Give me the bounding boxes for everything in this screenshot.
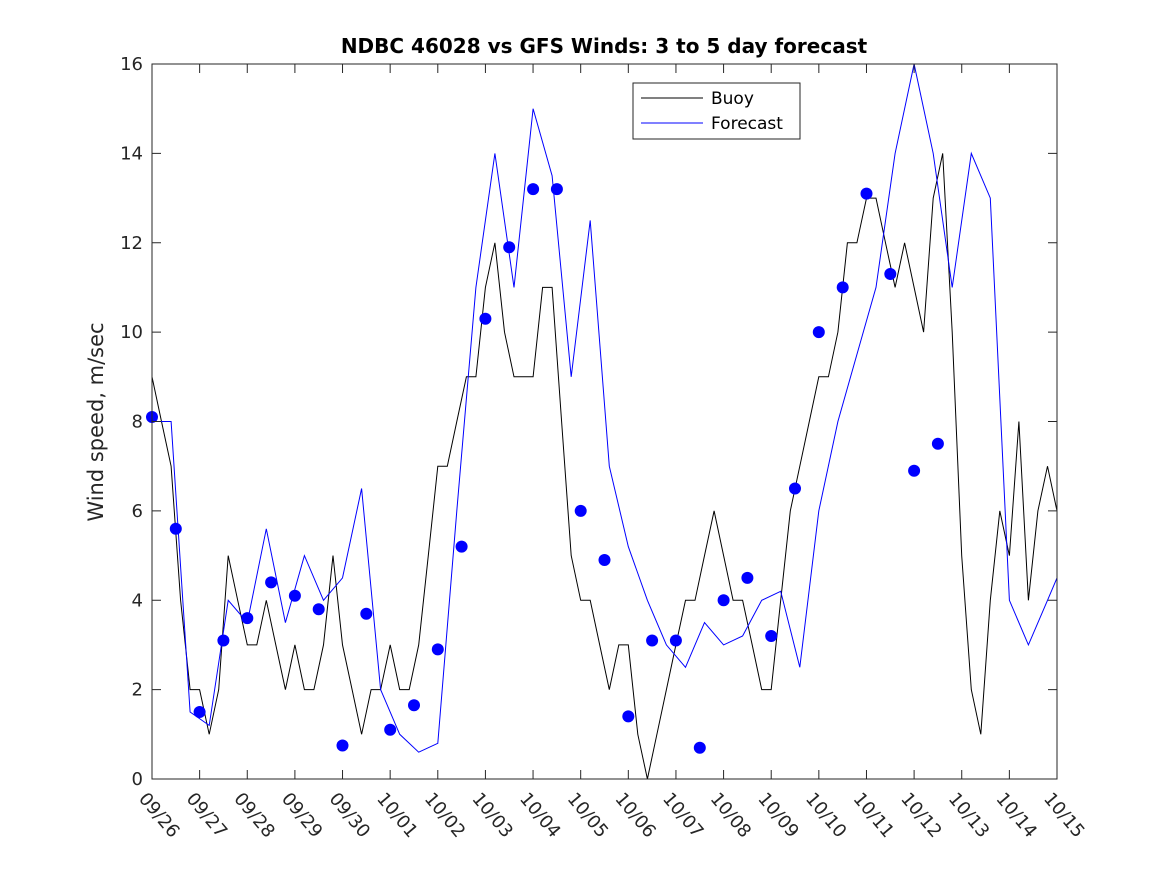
- forecast-point: [812, 326, 825, 339]
- y-tick-label: 4: [132, 590, 143, 611]
- legend: Buoy Forecast: [632, 82, 801, 140]
- y-tick-label: 10: [120, 322, 143, 343]
- forecast-point: [550, 183, 563, 196]
- legend-box: [632, 82, 801, 140]
- forecast-point: [789, 482, 801, 495]
- forecast-point: [288, 589, 301, 602]
- forecast-point: [765, 630, 778, 642]
- forecast-point: [193, 706, 206, 718]
- forecast-point: [836, 281, 849, 294]
- forecast-point: [241, 612, 254, 625]
- plot-area: [146, 63, 1058, 780]
- forecast-point: [646, 634, 659, 647]
- y-axis-label: Wind speed, m/sec: [84, 322, 108, 521]
- forecast-point: [622, 710, 635, 723]
- forecast-point: [503, 241, 516, 254]
- legend-forecast-label: Forecast: [711, 114, 783, 134]
- forecast-point: [669, 634, 682, 647]
- forecast-point: [527, 183, 540, 196]
- series-line-buoy: [151, 153, 1058, 780]
- forecast-point: [479, 312, 492, 325]
- forecast-point: [431, 643, 444, 656]
- forecast-point: [384, 723, 397, 736]
- forecast-point: [312, 603, 325, 616]
- forecast-point: [169, 522, 182, 535]
- forecast-point: [455, 540, 468, 553]
- forecast-point: [265, 576, 278, 589]
- chart-title: NDBC 46028 vs GFS Winds: 3 to 5 day fore…: [341, 34, 868, 58]
- forecast-point: [860, 187, 873, 200]
- forecast-point: [574, 504, 587, 517]
- forecast-point: [217, 634, 230, 647]
- y-tick-label: 2: [132, 680, 143, 701]
- forecast-point: [908, 464, 921, 477]
- y-tick-label: 8: [132, 412, 143, 433]
- forecast-point: [360, 607, 373, 620]
- forecast-point: [693, 741, 706, 754]
- y-tick-label: 0: [132, 769, 143, 790]
- y-tick-label: 6: [132, 501, 143, 522]
- forecast-point: [717, 594, 730, 607]
- forecast-point: [336, 739, 349, 752]
- y-tick-label: 14: [120, 143, 143, 164]
- y-tick-label: 16: [120, 54, 143, 75]
- forecast-point: [741, 571, 754, 584]
- forecast-point: [884, 268, 897, 280]
- legend-buoy-label: Buoy: [711, 89, 754, 109]
- forecast-point: [931, 437, 944, 450]
- y-tick-label: 12: [120, 233, 143, 254]
- forecast-point: [598, 554, 611, 566]
- forecast-point: [408, 699, 420, 712]
